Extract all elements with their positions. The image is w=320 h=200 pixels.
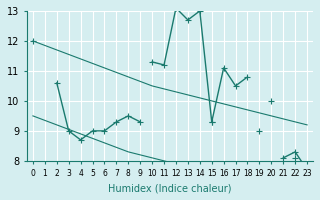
X-axis label: Humidex (Indice chaleur): Humidex (Indice chaleur) [108, 183, 232, 193]
